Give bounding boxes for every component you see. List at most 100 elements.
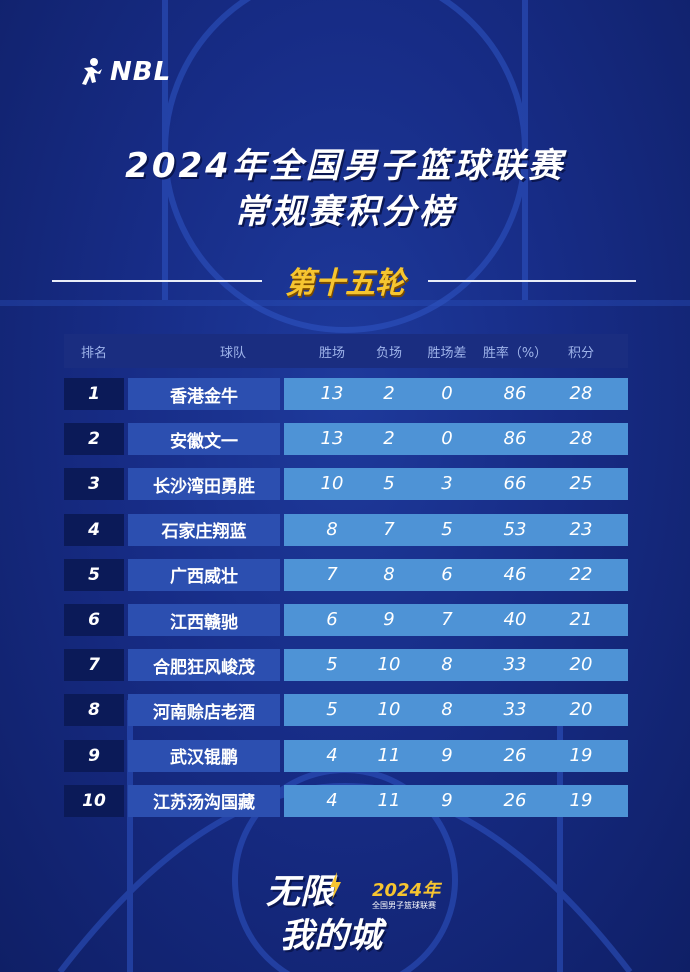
- wins-value: 4: [326, 744, 338, 766]
- slogan-sub: 全国男子篮球联赛: [372, 901, 436, 910]
- losses-value: 9: [383, 609, 395, 630]
- pts-value: 22: [569, 563, 593, 585]
- team-cell: 香港金牛: [128, 378, 280, 410]
- gb-value: 7: [441, 609, 453, 630]
- stats-cell: 6 9 7 40 21: [284, 604, 628, 636]
- losses-value: 8: [383, 563, 395, 585]
- header-rank: 排名: [80, 345, 107, 361]
- stats-cell: 5 10 8 33 20: [284, 649, 628, 682]
- gb-value: 3: [441, 473, 453, 495]
- table-row: 5 7 8 6 46 22 广西威壮: [64, 558, 628, 591]
- table-row: 1 13 2 0 86 28 香港金牛: [64, 378, 628, 410]
- rank-cell: 6: [64, 604, 124, 636]
- team-cell: 安徽文一: [128, 423, 280, 456]
- page-title: 2024年全国男子篮球联赛: [125, 146, 565, 186]
- wins-value: 4: [326, 789, 338, 811]
- losses-value: 2: [383, 383, 395, 404]
- header-pts: 积分: [567, 345, 594, 361]
- pct-value: 40: [503, 609, 527, 630]
- wins-value: 7: [326, 563, 338, 585]
- team-cell: 江苏汤沟国藏: [128, 784, 280, 817]
- wins-value: 5: [326, 699, 338, 721]
- divider-left: [52, 280, 262, 282]
- table-row: 10 4 11 9 26 19 江苏汤沟国藏: [64, 784, 628, 817]
- header-pct: 胜率（%）: [482, 345, 548, 361]
- rank-cell: 1: [64, 378, 124, 410]
- pct-value: 33: [503, 654, 527, 676]
- divider-right: [428, 280, 636, 282]
- stats-cell: 8 7 5 53 23: [284, 513, 628, 546]
- gb-value: 6: [441, 563, 453, 585]
- gb-value: 0: [441, 383, 453, 404]
- pts-value: 20: [569, 654, 593, 676]
- losses-value: 7: [383, 518, 395, 540]
- gb-value: 9: [441, 789, 453, 811]
- stats-cell: 4 11 9 26 19: [284, 739, 628, 772]
- round-label: 第十五轮: [285, 266, 405, 301]
- stats-cell: 5 10 8 33 20: [284, 694, 628, 727]
- stats-cell: 13 2 0 86 28: [284, 378, 628, 410]
- slogan-line1: 无限: [266, 872, 334, 912]
- losses-value: 11: [377, 789, 401, 811]
- pct-value: 33: [503, 699, 527, 721]
- losses-value: 2: [383, 428, 395, 450]
- pct-value: 86: [503, 383, 527, 404]
- nbl-logo: NBL: [74, 56, 171, 88]
- stats-cell: 10 5 3 66 25: [284, 468, 628, 501]
- pts-value: 28: [569, 383, 593, 404]
- pts-value: 19: [569, 744, 593, 766]
- gb-value: 8: [441, 654, 453, 676]
- wins-value: 13: [320, 383, 344, 404]
- slogan-logo: 无限 我的城 2024年 全国男子篮球联赛: [266, 858, 446, 958]
- table-row: 2 13 2 0 86 28 安徽文一: [64, 423, 628, 456]
- losses-value: 10: [377, 699, 401, 721]
- pct-value: 66: [503, 473, 527, 495]
- pct-value: 53: [503, 518, 527, 540]
- lightning-icon: [330, 872, 341, 900]
- team-cell: 合肥狂风峻茂: [128, 649, 280, 682]
- stats-cell: 4 11 9 26 19: [284, 784, 628, 817]
- rank-cell: 3: [64, 468, 124, 501]
- team-cell: 石家庄翔蓝: [128, 513, 280, 546]
- pts-value: 28: [569, 428, 593, 450]
- gb-value: 5: [441, 518, 453, 540]
- wins-value: 10: [320, 473, 344, 495]
- wins-value: 13: [320, 428, 344, 450]
- header-team: 球队: [219, 345, 246, 361]
- table-row: 3 10 5 3 66 25 长沙湾田勇胜: [64, 468, 628, 501]
- gb-value: 0: [441, 428, 453, 450]
- wins-value: 5: [326, 654, 338, 676]
- losses-value: 10: [377, 654, 401, 676]
- table-row: 9 4 11 9 26 19 武汉锟鹏: [64, 739, 628, 772]
- losses-value: 11: [377, 744, 401, 766]
- page-subtitle: 常规赛积分榜: [234, 192, 456, 232]
- table-header: 排名 球队 胜场 负场 胜场差 胜率（%） 积分: [64, 334, 628, 368]
- rank-cell: 10: [64, 784, 124, 817]
- rank-cell: 4: [64, 513, 124, 546]
- rank-cell: 5: [64, 558, 124, 591]
- gb-value: 8: [441, 699, 453, 721]
- pct-value: 26: [503, 789, 527, 811]
- header-losses: 负场: [375, 345, 402, 361]
- header-gb: 胜场差: [427, 345, 467, 361]
- rank-cell: 8: [64, 694, 124, 727]
- pct-value: 26: [503, 744, 527, 766]
- stats-cell: 7 8 6 46 22: [284, 558, 628, 591]
- round-banner: 第十五轮: [0, 258, 690, 301]
- table-row: 8 5 10 8 33 20 河南赊店老酒: [64, 694, 628, 727]
- basketball-player-icon: [82, 58, 102, 85]
- pts-value: 21: [569, 609, 593, 630]
- pts-value: 19: [569, 789, 593, 811]
- pct-value: 46: [503, 563, 527, 585]
- table-row: 7 5 10 8 33 20 合肥狂风峻茂: [64, 649, 628, 682]
- rank-cell: 7: [64, 649, 124, 682]
- pct-value: 86: [503, 428, 527, 450]
- slogan-year: 2024年: [372, 880, 441, 901]
- wins-value: 8: [326, 518, 338, 540]
- team-cell: 江西赣驰: [128, 604, 280, 636]
- logo-text: NBL: [110, 57, 172, 87]
- pts-value: 23: [569, 518, 593, 540]
- pts-value: 25: [569, 473, 593, 495]
- team-cell: 武汉锟鹏: [128, 739, 280, 772]
- team-cell: 广西威壮: [128, 558, 280, 591]
